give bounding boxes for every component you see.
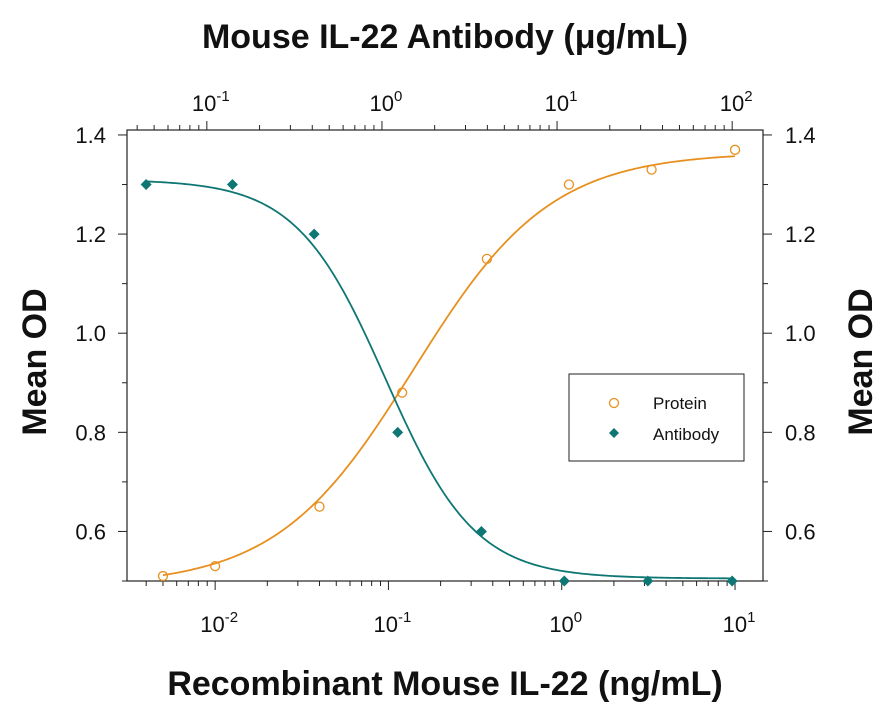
x-bottom-tick-label-exponent: 1 — [747, 609, 755, 626]
x-top-tick-label-exponent: 1 — [569, 88, 577, 105]
x-bottom-tick-label-base: 10 — [723, 612, 747, 637]
point-antibody — [726, 575, 738, 587]
y-left-tick-label: 1.0 — [75, 321, 106, 346]
x-top-tick-label: 100 — [370, 88, 403, 116]
x-top-tick-label-base: 10 — [545, 91, 569, 116]
y-right-tick-label: 0.8 — [785, 420, 816, 445]
x-bottom-tick-label-base: 10 — [200, 612, 224, 637]
x-top-tick-label-exponent: -1 — [216, 88, 229, 105]
x-bottom-tick-label: 101 — [723, 609, 756, 637]
fit-curves — [146, 155, 736, 580]
x-bottom-tick-label: 100 — [549, 609, 582, 637]
point-antibody — [140, 179, 152, 191]
legend-box — [568, 373, 745, 462]
x-top-tick-label: 102 — [720, 88, 753, 116]
x-top-tick-label: 10-1 — [192, 88, 230, 116]
x-bottom-tick-label: 10-2 — [200, 609, 238, 637]
legend-marker-antibody — [609, 428, 619, 438]
point-antibody — [558, 575, 570, 587]
point-protein — [157, 570, 169, 582]
point-antibody — [308, 228, 320, 240]
point-protein — [397, 387, 408, 398]
point-protein — [563, 179, 575, 190]
y-right-tick-label: 1.2 — [785, 222, 816, 247]
data-points — [140, 144, 741, 587]
legend-label-antibody: Antibody — [653, 425, 720, 444]
x-bottom-tick-label-base: 10 — [549, 612, 573, 637]
fit-curve-protein — [162, 155, 736, 577]
x-bottom-tick-label-base: 10 — [374, 612, 398, 637]
x-bottom-tick-label: 10-1 — [374, 609, 412, 637]
x-bottom-tick-label-exponent: -2 — [225, 609, 238, 626]
chart-title: Mouse IL-22 Antibody (μg/mL) — [202, 18, 688, 56]
point-protein — [209, 560, 221, 572]
y-axis-title-left: Mean OD — [16, 288, 54, 435]
x-top-tick-label-base: 10 — [192, 91, 216, 116]
y-right-tick-label: 1.4 — [785, 123, 816, 148]
legend: Protein Antibody — [568, 373, 745, 462]
x-top-tick-label-exponent: 0 — [394, 88, 402, 105]
point-protein — [314, 501, 325, 512]
y-left-tick-label: 0.8 — [75, 420, 106, 445]
x-top-tick-label-exponent: 2 — [744, 88, 752, 105]
x-top-tick-label-base: 10 — [370, 91, 394, 116]
point-protein — [646, 164, 657, 175]
x-axis-title: Recombinant Mouse IL-22 (ng/mL) — [167, 665, 722, 703]
x-bottom-tick-label-exponent: 0 — [574, 609, 582, 626]
point-antibody — [475, 525, 487, 537]
plot-frame — [126, 129, 764, 582]
x-top-tick-label: 101 — [545, 88, 578, 116]
point-protein — [481, 253, 493, 265]
y-left-tick-label: 1.2 — [75, 222, 106, 247]
y-axis-title-right: Mean OD — [842, 288, 880, 435]
point-protein — [729, 144, 741, 155]
y-left-tick-label: 1.4 — [75, 123, 106, 148]
axis-ticks — [118, 121, 772, 590]
legend-label-protein: Protein — [653, 394, 707, 413]
y-right-tick-label: 1.0 — [785, 321, 816, 346]
y-left-tick-label: 0.6 — [75, 519, 106, 544]
point-antibody — [392, 426, 404, 438]
x-bottom-tick-label-exponent: -1 — [398, 609, 411, 626]
legend-marker-protein — [608, 397, 620, 409]
fit-curve-antibody — [146, 180, 733, 580]
x-top-tick-label-base: 10 — [720, 91, 744, 116]
point-antibody — [226, 179, 238, 191]
point-antibody — [642, 575, 654, 587]
y-right-tick-label: 0.6 — [785, 519, 816, 544]
